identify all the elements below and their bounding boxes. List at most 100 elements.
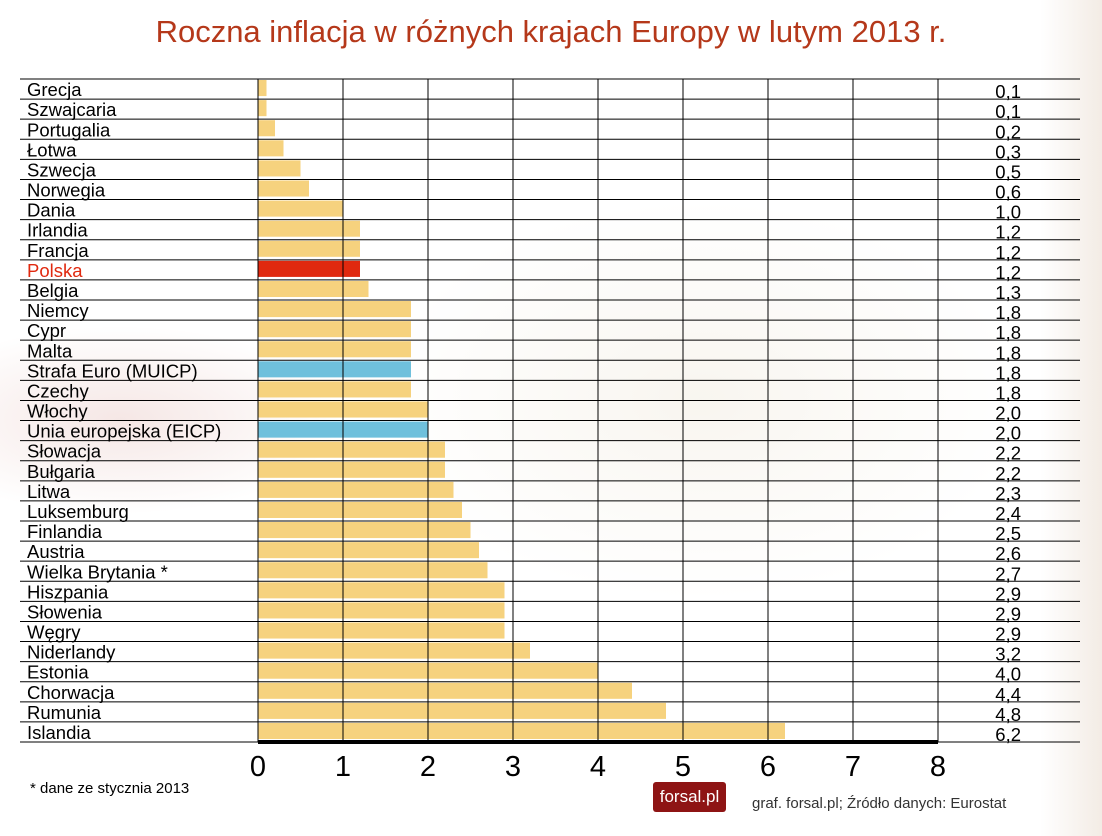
category-label: Litwa: [27, 481, 71, 502]
bar: [258, 702, 666, 719]
bar: [258, 301, 411, 318]
value-label: 1,8: [995, 322, 1021, 343]
x-tick-label: 2: [420, 751, 436, 783]
value-label: 0,6: [995, 182, 1021, 203]
category-label: Grecja: [27, 79, 82, 100]
category-label: Węgry: [27, 622, 81, 643]
x-tick-label: 3: [505, 751, 521, 783]
value-label: 1,8: [995, 362, 1021, 383]
x-tick-label: 5: [675, 751, 691, 783]
category-label: Finlandia: [27, 521, 103, 542]
category-label: Słowacja: [27, 441, 102, 462]
category-label: Estonia: [27, 662, 89, 683]
bar: [258, 100, 267, 117]
category-label: Chorwacja: [27, 682, 115, 703]
category-label: Polska: [27, 260, 83, 281]
bar: [258, 501, 462, 518]
category-label: Francja: [27, 240, 89, 261]
value-label: 2,2: [995, 463, 1021, 484]
category-label: Islandia: [27, 722, 91, 743]
x-tick-label: 4: [590, 751, 606, 783]
category-label: Unia europejska (EICP): [27, 421, 221, 442]
category-label: Portugalia: [27, 119, 111, 140]
category-label: Niemcy: [27, 300, 89, 321]
value-label: 1,0: [995, 202, 1021, 223]
value-label: 2,4: [995, 503, 1021, 524]
category-label: Niderlandy: [27, 642, 116, 663]
value-label: 3,2: [995, 644, 1021, 665]
category-label: Norwegia: [27, 180, 106, 201]
bar: [258, 582, 505, 599]
value-label: 0,1: [995, 101, 1021, 122]
category-label: Łotwa: [27, 139, 77, 160]
value-label: 1,3: [995, 282, 1021, 303]
value-label: 1,8: [995, 302, 1021, 323]
value-label: 2,2: [995, 443, 1021, 464]
value-label: 4,0: [995, 664, 1021, 685]
bar: [258, 80, 267, 97]
value-label: 4,4: [995, 684, 1021, 705]
bar: [258, 381, 411, 398]
forsal-logo[interactable]: forsal.pl: [653, 782, 726, 812]
bar: [258, 461, 445, 478]
bar: [258, 481, 454, 498]
category-label: Hiszpania: [27, 581, 109, 602]
bar: [258, 441, 445, 458]
category-label: Czechy: [27, 380, 89, 401]
value-label: 0,1: [995, 81, 1021, 102]
bar: [258, 562, 488, 579]
source-text: graf. forsal.pl; Źródło danych: Eurostat: [752, 795, 1007, 812]
bar: [258, 682, 632, 699]
value-label: 4,8: [995, 704, 1021, 725]
category-label: Luksemburg: [27, 501, 129, 522]
bar: [258, 120, 275, 137]
value-label: 2,9: [995, 624, 1021, 645]
footnote: * dane ze stycznia 2013: [30, 780, 190, 797]
chart-title: Roczna inflacja w różnych krajach Europy…: [155, 14, 947, 49]
bar: [258, 622, 505, 639]
bar: [258, 642, 530, 659]
category-label: Malta: [27, 340, 73, 361]
value-label: 2,0: [995, 403, 1021, 424]
bar: [258, 280, 369, 297]
x-tick-label: 6: [760, 751, 776, 783]
bar: [258, 602, 505, 619]
category-label: Szwajcaria: [27, 99, 117, 120]
bar: [258, 260, 360, 277]
bar: [258, 361, 411, 378]
value-label: 2,5: [995, 523, 1021, 544]
bar: [258, 341, 411, 358]
bar: [258, 321, 411, 338]
category-label: Strafa Euro (MUICP): [27, 360, 198, 381]
value-label: 2,3: [995, 483, 1021, 504]
category-label: Cypr: [27, 320, 66, 341]
x-tick-label: 8: [930, 751, 946, 783]
value-label: 2,0: [995, 423, 1021, 444]
bar: [258, 542, 479, 559]
value-label: 6,2: [995, 724, 1021, 745]
bar: [258, 240, 360, 257]
category-label: Austria: [27, 541, 85, 562]
category-label: Belgia: [27, 280, 79, 301]
bar: [258, 140, 284, 157]
value-label: 2,9: [995, 583, 1021, 604]
category-label: Szwecja: [27, 159, 97, 180]
category-label: Dania: [27, 200, 76, 221]
category-label: Wielka Brytania *: [27, 561, 168, 582]
value-label: 2,7: [995, 563, 1021, 584]
bar: [258, 180, 309, 197]
bar: [258, 722, 785, 739]
value-label: 1,8: [995, 342, 1021, 363]
value-label: 1,2: [995, 222, 1021, 243]
bar: [258, 522, 471, 539]
value-label: 0,3: [995, 141, 1021, 162]
value-label: 2,9: [995, 603, 1021, 624]
category-label: Włochy: [27, 401, 88, 422]
category-label: Bułgaria: [27, 461, 96, 482]
value-label: 2,6: [995, 543, 1021, 564]
value-label: 1,2: [995, 262, 1021, 283]
value-label: 0,2: [995, 121, 1021, 142]
bar: [258, 200, 343, 217]
value-label: 1,2: [995, 242, 1021, 263]
